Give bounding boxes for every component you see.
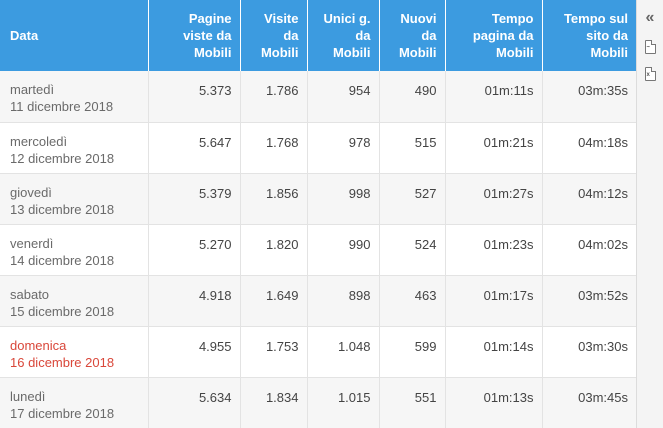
excel-document-shape: x — [644, 67, 656, 81]
nuovi-cell: 490 — [379, 71, 446, 123]
pagine-cell: 4.918 — [148, 275, 241, 327]
unici-cell: 1.015 — [307, 377, 380, 428]
pdf-file-icon[interactable]: ~ — [641, 37, 659, 57]
visite-cell: 1.649 — [240, 275, 308, 327]
date-cell: martedì 11 dicembre 2018 — [0, 71, 149, 123]
visite-cell: 1.768 — [240, 122, 308, 174]
date-cell: lunedì 17 dicembre 2018 — [0, 377, 149, 428]
date-cell: mercoledì 12 dicembre 2018 — [0, 122, 149, 174]
pagine-cell: 5.379 — [148, 173, 241, 225]
header-nuovi[interactable]: Nuovi da Mobili — [379, 0, 446, 71]
visite-cell: 1.753 — [240, 326, 308, 378]
header-tempo-sito[interactable]: Tempo sul sito da Mobili — [542, 0, 636, 71]
pdf-document-shape: ~ — [644, 40, 656, 54]
unici-cell: 978 — [307, 122, 380, 174]
visite-cell: 1.834 — [240, 377, 308, 428]
pagine-cell: 5.647 — [148, 122, 241, 174]
unici-cell: 1.048 — [307, 326, 380, 378]
report-table-container: Data Pagine viste da Mobili Visite da Mobili… — [0, 0, 636, 428]
header-tempo-pagina[interactable]: Tempo pagina da Mobili — [445, 0, 543, 71]
unici-cell: 954 — [307, 71, 380, 123]
header-visite[interactable]: Visite da Mobili — [240, 0, 308, 71]
tempo-pagina-cell: 01m:27s — [445, 173, 543, 225]
table-row: giovedì 13 dicembre 2018 5.379 1.856 998 … — [0, 173, 636, 225]
tempo-sito-cell: 03m:52s — [542, 275, 636, 327]
tempo-pagina-cell: 01m:17s — [445, 275, 543, 327]
table-row: venerdì 14 dicembre 2018 5.270 1.820 990 … — [0, 224, 636, 276]
header-unici[interactable]: Unici g. da Mobili — [307, 0, 380, 71]
pagine-cell: 5.270 — [148, 224, 241, 276]
excel-file-icon[interactable]: x — [641, 64, 659, 84]
nuovi-cell: 515 — [379, 122, 446, 174]
tempo-sito-cell: 04m:18s — [542, 122, 636, 174]
day-name: mercoledì — [10, 133, 68, 149]
nuovi-cell: 551 — [379, 377, 446, 428]
table-row: martedì 11 dicembre 2018 5.373 1.786 954 … — [0, 71, 636, 123]
date-cell: domenica 16 dicembre 2018 — [0, 326, 149, 378]
day-name: martedì — [10, 82, 55, 97]
pagine-cell: 4.955 — [148, 326, 241, 378]
tempo-pagina-cell: 01m:13s — [445, 377, 543, 428]
date-cell: giovedì 13 dicembre 2018 — [0, 173, 149, 225]
pagine-cell: 5.634 — [148, 377, 241, 428]
tempo-pagina-cell: 01m:23s — [445, 224, 543, 276]
date-cell: sabato 15 dicembre 2018 — [0, 275, 149, 327]
day-name: sabato — [10, 286, 50, 302]
visite-cell: 1.856 — [240, 173, 308, 225]
nuovi-cell: 463 — [379, 275, 446, 327]
pagine-cell: 5.373 — [148, 71, 241, 123]
table-row: mercoledì 12 dicembre 2018 5.647 1.768 97… — [0, 122, 636, 174]
date-value: 12 dicembre 2018 — [10, 150, 115, 166]
tempo-sito-cell: 03m:35s — [542, 71, 636, 123]
unici-cell: 898 — [307, 275, 380, 327]
date-value: 15 dicembre 2018 — [10, 303, 115, 319]
day-name: lunedì — [10, 388, 46, 404]
tempo-sito-cell: 04m:02s — [542, 224, 636, 276]
table-header-row: Data Pagine viste da Mobili Visite da Mobili… — [0, 0, 636, 71]
date-value: 13 dicembre 2018 — [10, 201, 115, 217]
visite-cell: 1.786 — [240, 71, 308, 123]
date-value: 17 dicembre 2018 — [10, 405, 115, 421]
table-row: lunedì 17 dicembre 2018 5.634 1.834 1.015… — [0, 377, 636, 428]
unici-cell: 998 — [307, 173, 380, 225]
tempo-sito-cell: 03m:30s — [542, 326, 636, 378]
mobile-stats-table: Data Pagine viste da Mobili Visite da Mobili… — [0, 0, 636, 428]
date-cell: venerdì 14 dicembre 2018 — [0, 224, 149, 276]
header-data[interactable]: Data — [0, 0, 149, 71]
side-toolbar: « ~ x — [636, 0, 663, 428]
date-value: 11 dicembre 2018 — [10, 99, 114, 114]
visite-cell: 1.820 — [240, 224, 308, 276]
day-name: domenica — [10, 337, 67, 353]
header-pagine-viste[interactable]: Pagine viste da Mobili — [148, 0, 241, 71]
day-name: giovedì — [10, 184, 52, 200]
nuovi-cell: 599 — [379, 326, 446, 378]
day-name: venerdì — [10, 235, 54, 251]
table-row: domenica 16 dicembre 2018 4.955 1.753 1.0… — [0, 326, 636, 378]
nuovi-cell: 527 — [379, 173, 446, 225]
tempo-sito-cell: 04m:12s — [542, 173, 636, 225]
nuovi-cell: 524 — [379, 224, 446, 276]
table-row: sabato 15 dicembre 2018 4.918 1.649 898 4… — [0, 275, 636, 327]
tempo-pagina-cell: 01m:21s — [445, 122, 543, 174]
tempo-sito-cell: 03m:45s — [542, 377, 636, 428]
double-chevron-left-icon[interactable]: « — [645, 9, 655, 26]
tempo-pagina-cell: 01m:11s — [445, 71, 543, 123]
date-value: 14 dicembre 2018 — [10, 252, 115, 268]
tempo-pagina-cell: 01m:14s — [445, 326, 543, 378]
date-value: 16 dicembre 2018 — [10, 354, 115, 370]
unici-cell: 990 — [307, 224, 380, 276]
